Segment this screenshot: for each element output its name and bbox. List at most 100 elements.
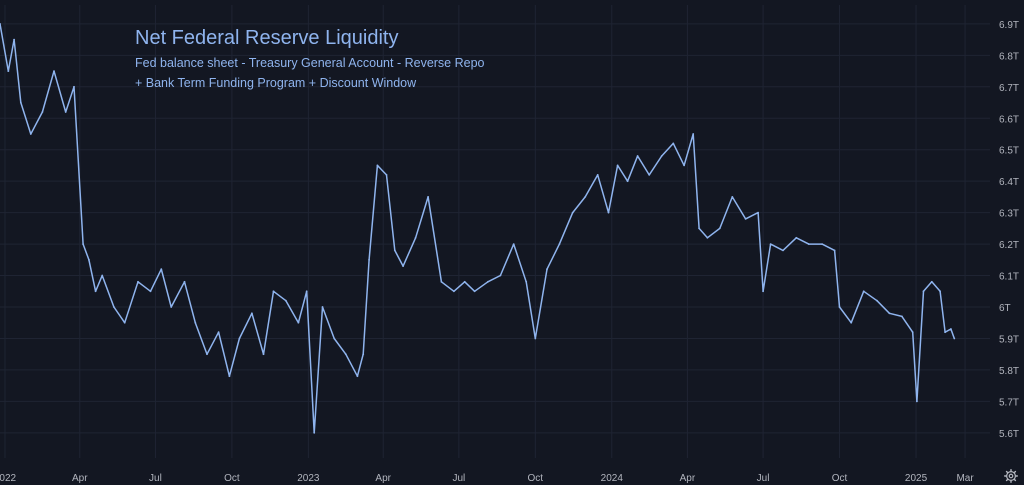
y-tick-label: 6.1T (999, 272, 1019, 283)
data-point (499, 274, 502, 277)
y-tick-label: 6.8T (999, 51, 1019, 62)
data-point (453, 290, 455, 293)
data-point (285, 299, 287, 302)
data-point (512, 243, 515, 246)
data-point (821, 243, 823, 246)
data-point (648, 174, 651, 176)
x-tick-label: Mar (956, 473, 974, 484)
data-point (313, 431, 316, 434)
data-point (950, 328, 952, 330)
data-point (305, 290, 308, 293)
y-tick-label: 6.2T (999, 240, 1019, 251)
data-point (160, 268, 163, 271)
data-point (833, 249, 836, 252)
data-point (19, 101, 22, 104)
data-point (7, 70, 10, 72)
data-point (626, 180, 629, 183)
data-point (546, 268, 548, 271)
data-point (29, 133, 32, 135)
data-point (137, 280, 139, 283)
data-point (888, 312, 891, 315)
data-point (584, 196, 587, 198)
data-point (660, 155, 663, 157)
data-point (757, 211, 759, 214)
data-point (356, 375, 359, 378)
data-point (930, 280, 933, 283)
data-point (101, 274, 104, 277)
data-point (525, 280, 528, 283)
x-tick-label: Oct (224, 473, 240, 484)
data-point (850, 321, 853, 324)
data-point (228, 375, 231, 378)
data-point (123, 321, 126, 324)
x-tick-label: Jul (149, 473, 162, 484)
x-tick-label: 2024 (601, 473, 624, 484)
y-tick-label: 6.6T (999, 114, 1019, 125)
y-tick-label: 6.9T (999, 20, 1019, 31)
data-point (440, 280, 443, 283)
data-point (558, 243, 561, 246)
series-layer (0, 23, 956, 434)
y-tick-label: 5.9T (999, 334, 1019, 345)
data-point (916, 400, 918, 403)
data-point (41, 111, 44, 113)
data-point (194, 321, 197, 324)
y-tick-label: 6T (999, 303, 1011, 314)
data-point (385, 174, 388, 176)
gear-icon[interactable] (1004, 469, 1018, 483)
x-tick-label: Apr (680, 473, 696, 484)
data-point (463, 280, 466, 283)
data-point (672, 142, 675, 145)
y-tick-label: 6.7T (999, 83, 1019, 94)
data-point (876, 299, 878, 302)
data-point (414, 236, 417, 239)
data-point (94, 290, 97, 293)
data-point (149, 290, 152, 293)
data-point (901, 315, 903, 318)
data-point (487, 280, 489, 283)
data-point (73, 85, 75, 88)
x-tick-label: 2023 (297, 473, 320, 484)
x-tick-label: Jul (452, 473, 465, 484)
data-point (769, 243, 772, 246)
data-point (393, 249, 396, 252)
data-point (82, 243, 84, 246)
data-point (0, 23, 1, 25)
x-tick-label: Apr (72, 473, 88, 484)
data-point (636, 155, 639, 157)
data-point (607, 211, 610, 214)
data-point (362, 353, 365, 356)
y-tick-label: 5.6T (999, 429, 1019, 440)
data-point (718, 227, 721, 230)
data-point (922, 290, 925, 293)
data-point (376, 164, 379, 167)
x-tick-label: 2022 (0, 473, 17, 484)
data-point (321, 306, 324, 308)
data-point (251, 312, 253, 315)
x-tick-label: 2025 (905, 473, 928, 484)
data-point (53, 70, 55, 72)
data-point (238, 337, 241, 340)
data-point (113, 306, 115, 308)
data-point (333, 337, 336, 340)
data-point (596, 174, 599, 176)
x-tick-label: Jul (757, 473, 770, 484)
data-point (344, 353, 347, 356)
data-point (944, 331, 946, 334)
data-point (762, 290, 764, 293)
data-point (862, 290, 865, 293)
data-point (795, 236, 798, 239)
x-tick-label: Oct (832, 473, 848, 484)
data-point (782, 249, 784, 252)
y-tick-label: 6.3T (999, 209, 1019, 220)
data-point (427, 196, 429, 198)
data-point (911, 331, 914, 334)
data-point (262, 353, 265, 356)
data-point (692, 133, 695, 135)
data-point (698, 227, 700, 230)
data-point (297, 321, 300, 324)
series-line (0, 23, 956, 434)
data-point (368, 258, 370, 261)
